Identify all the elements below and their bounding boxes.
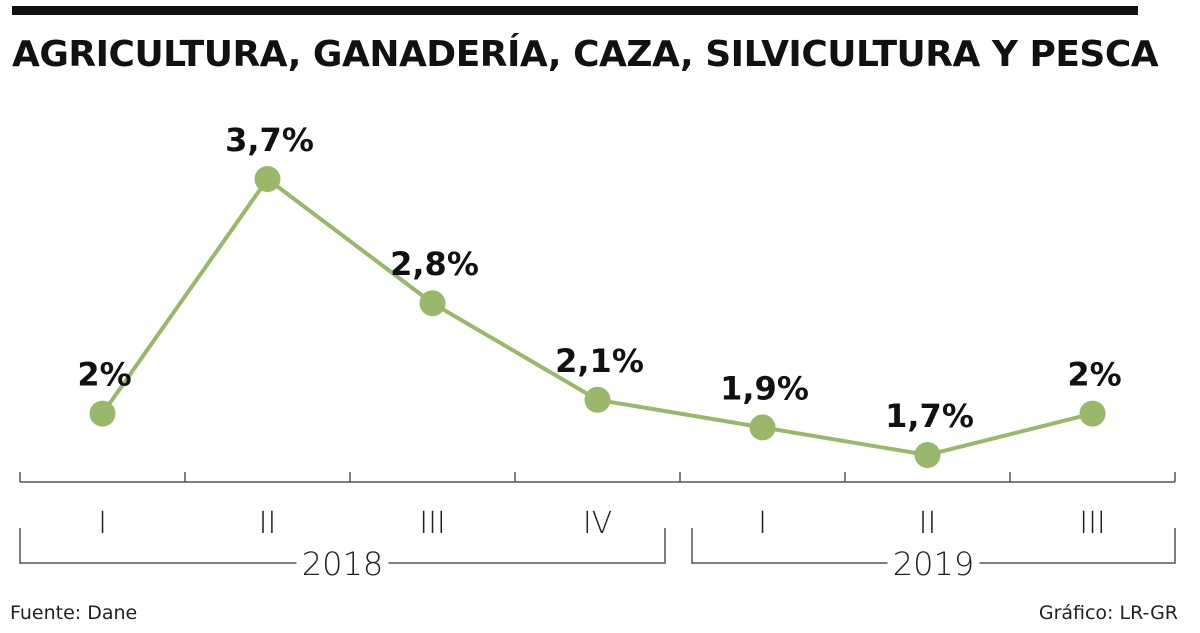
data-label: 2% bbox=[1067, 356, 1121, 394]
x-tick-label: III bbox=[1079, 506, 1106, 541]
data-label: 1,9% bbox=[720, 369, 809, 407]
year-bracket-left bbox=[19, 528, 297, 564]
chart-title: AGRICULTURA, GANADERÍA, CAZA, SILVICULTU… bbox=[12, 34, 1159, 75]
data-label: 2% bbox=[77, 356, 131, 394]
year-label: 2019 bbox=[893, 545, 974, 583]
data-point bbox=[749, 414, 776, 441]
year-label: 2018 bbox=[302, 545, 383, 583]
data-point bbox=[584, 386, 611, 413]
data-point bbox=[254, 166, 281, 192]
year-bracket-left bbox=[691, 528, 888, 564]
data-label: 3,7% bbox=[225, 121, 314, 159]
source-note: Fuente: Dane bbox=[10, 602, 138, 624]
x-tick-label: I bbox=[758, 506, 767, 541]
data-point bbox=[1079, 400, 1106, 427]
x-tick-label: II bbox=[919, 506, 937, 541]
data-label: 2,8% bbox=[390, 245, 479, 283]
data-label: 2,1% bbox=[555, 342, 644, 380]
data-label: 1,7% bbox=[885, 397, 974, 435]
data-point bbox=[419, 290, 446, 317]
x-tick-label: III bbox=[419, 506, 446, 541]
year-bracket-right bbox=[979, 528, 1176, 564]
top-rule bbox=[12, 6, 1138, 15]
x-tick-label: I bbox=[98, 506, 107, 541]
data-point bbox=[89, 400, 116, 427]
data-point bbox=[914, 442, 941, 468]
year-bracket-right bbox=[388, 528, 666, 564]
x-tick-label: IV bbox=[583, 506, 612, 541]
graphic-credit: Gráfico: LR-GR bbox=[1038, 602, 1178, 624]
x-tick-label: II bbox=[259, 506, 277, 541]
